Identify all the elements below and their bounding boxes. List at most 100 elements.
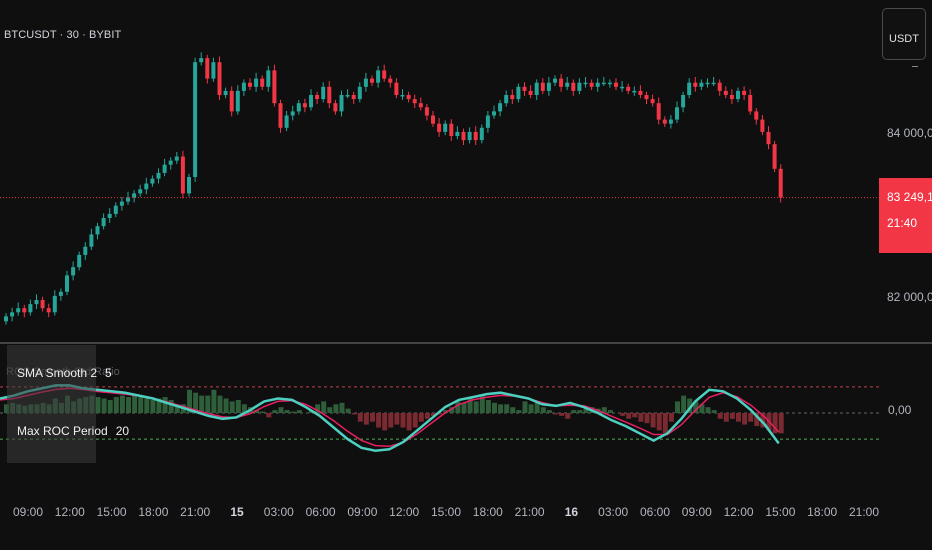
candle [620, 86, 625, 89]
histogram-bar [241, 404, 247, 413]
candle [4, 316, 8, 322]
candle [394, 82, 399, 95]
candle [662, 119, 667, 124]
histogram-bar [705, 407, 711, 413]
histogram-bar [516, 410, 522, 413]
histogram-bar [132, 395, 138, 413]
time-tick-label: 12:00 [54, 505, 85, 519]
histogram-bar [4, 404, 9, 413]
candle [302, 103, 307, 108]
candle [528, 90, 533, 95]
histogram-bar [742, 413, 748, 425]
histogram-bar [736, 413, 741, 422]
histogram-bar [113, 397, 119, 413]
candle [638, 90, 643, 95]
candle [766, 131, 771, 145]
candle [248, 82, 252, 87]
candle [376, 70, 381, 83]
histogram-bar [504, 404, 510, 413]
histogram-bar [162, 397, 168, 413]
time-tick-label: 18:00 [807, 505, 838, 519]
histogram-bar [284, 410, 290, 413]
histogram-bar [315, 404, 321, 413]
histogram-bar [534, 402, 540, 413]
indicator-settings-overlay[interactable]: SMA Smooth 2 5 Max ROC Period 20 [7, 345, 129, 463]
candle [174, 156, 179, 161]
candle [254, 78, 259, 87]
candle [266, 70, 271, 87]
candle [760, 119, 765, 132]
histogram-bar [174, 404, 180, 413]
histogram-bar [199, 395, 205, 413]
oscillator-line [0, 384, 780, 452]
time-tick-label: 09:00 [12, 505, 44, 519]
candle [363, 78, 368, 87]
histogram-bar [138, 397, 144, 413]
candle [315, 95, 320, 100]
candle [95, 226, 100, 235]
candle [516, 86, 521, 100]
candle [150, 178, 155, 184]
histogram-bar [400, 413, 406, 428]
currency-button[interactable]: USDT [882, 8, 926, 60]
candle [107, 213, 112, 218]
candle [357, 86, 362, 100]
oscillator-pane[interactable] [0, 384, 879, 452]
candle [461, 131, 466, 141]
candle [437, 123, 442, 132]
histogram-bar [272, 410, 278, 413]
histogram-bar [370, 413, 375, 422]
candle [650, 99, 655, 104]
histogram-bar [675, 401, 680, 413]
setting-sma-smooth[interactable]: SMA Smooth 2 5 [17, 366, 112, 380]
histogram-bar [559, 413, 565, 416]
candle [58, 291, 63, 296]
histogram-bar [193, 392, 199, 413]
candle [626, 86, 631, 91]
candle [492, 111, 496, 116]
histogram-bar [455, 401, 461, 413]
histogram-bar [223, 398, 229, 413]
histogram-bar [778, 413, 784, 434]
time-tick-label: 09:00 [347, 505, 378, 519]
candle [65, 275, 69, 292]
histogram-bar [467, 398, 473, 413]
candle [52, 295, 57, 313]
histogram-bar [388, 413, 394, 428]
candle [693, 82, 698, 87]
histogram-bar [461, 402, 467, 413]
histogram-bar [144, 398, 150, 413]
histogram-bar [95, 397, 101, 413]
histogram-bar [644, 413, 650, 424]
symbol-title[interactable]: BTCUSDT · 30 · BYBIT [4, 29, 122, 41]
candle [656, 103, 661, 120]
histogram-bar [412, 413, 418, 428]
candle [754, 111, 759, 120]
histogram-bar [699, 404, 705, 413]
histogram-bar [717, 413, 723, 419]
histogram-bar [729, 413, 735, 419]
histogram-bar [553, 413, 558, 415]
candle [583, 82, 588, 85]
histogram-bar [333, 404, 339, 413]
time-tick-label: 12:00 [723, 505, 754, 519]
histogram-bar [510, 407, 516, 413]
candle [284, 115, 289, 128]
bar-countdown: 21:40 [887, 216, 918, 230]
price-pane[interactable] [0, 52, 879, 325]
candle [705, 82, 710, 85]
histogram-bar [681, 395, 687, 413]
histogram-bar [418, 413, 424, 422]
candle [168, 160, 173, 165]
histogram-bar [266, 413, 272, 418]
candle [443, 123, 448, 132]
candle [223, 90, 228, 95]
candle [187, 177, 191, 194]
last-price-value: 83 249,19 [887, 190, 932, 204]
time-tick-label: 15 [230, 505, 244, 519]
candle [699, 82, 704, 87]
candle [296, 103, 301, 112]
setting-max-roc-period[interactable]: Max ROC Period 20 [17, 424, 129, 438]
time-tick-label: 03:00 [598, 505, 629, 519]
